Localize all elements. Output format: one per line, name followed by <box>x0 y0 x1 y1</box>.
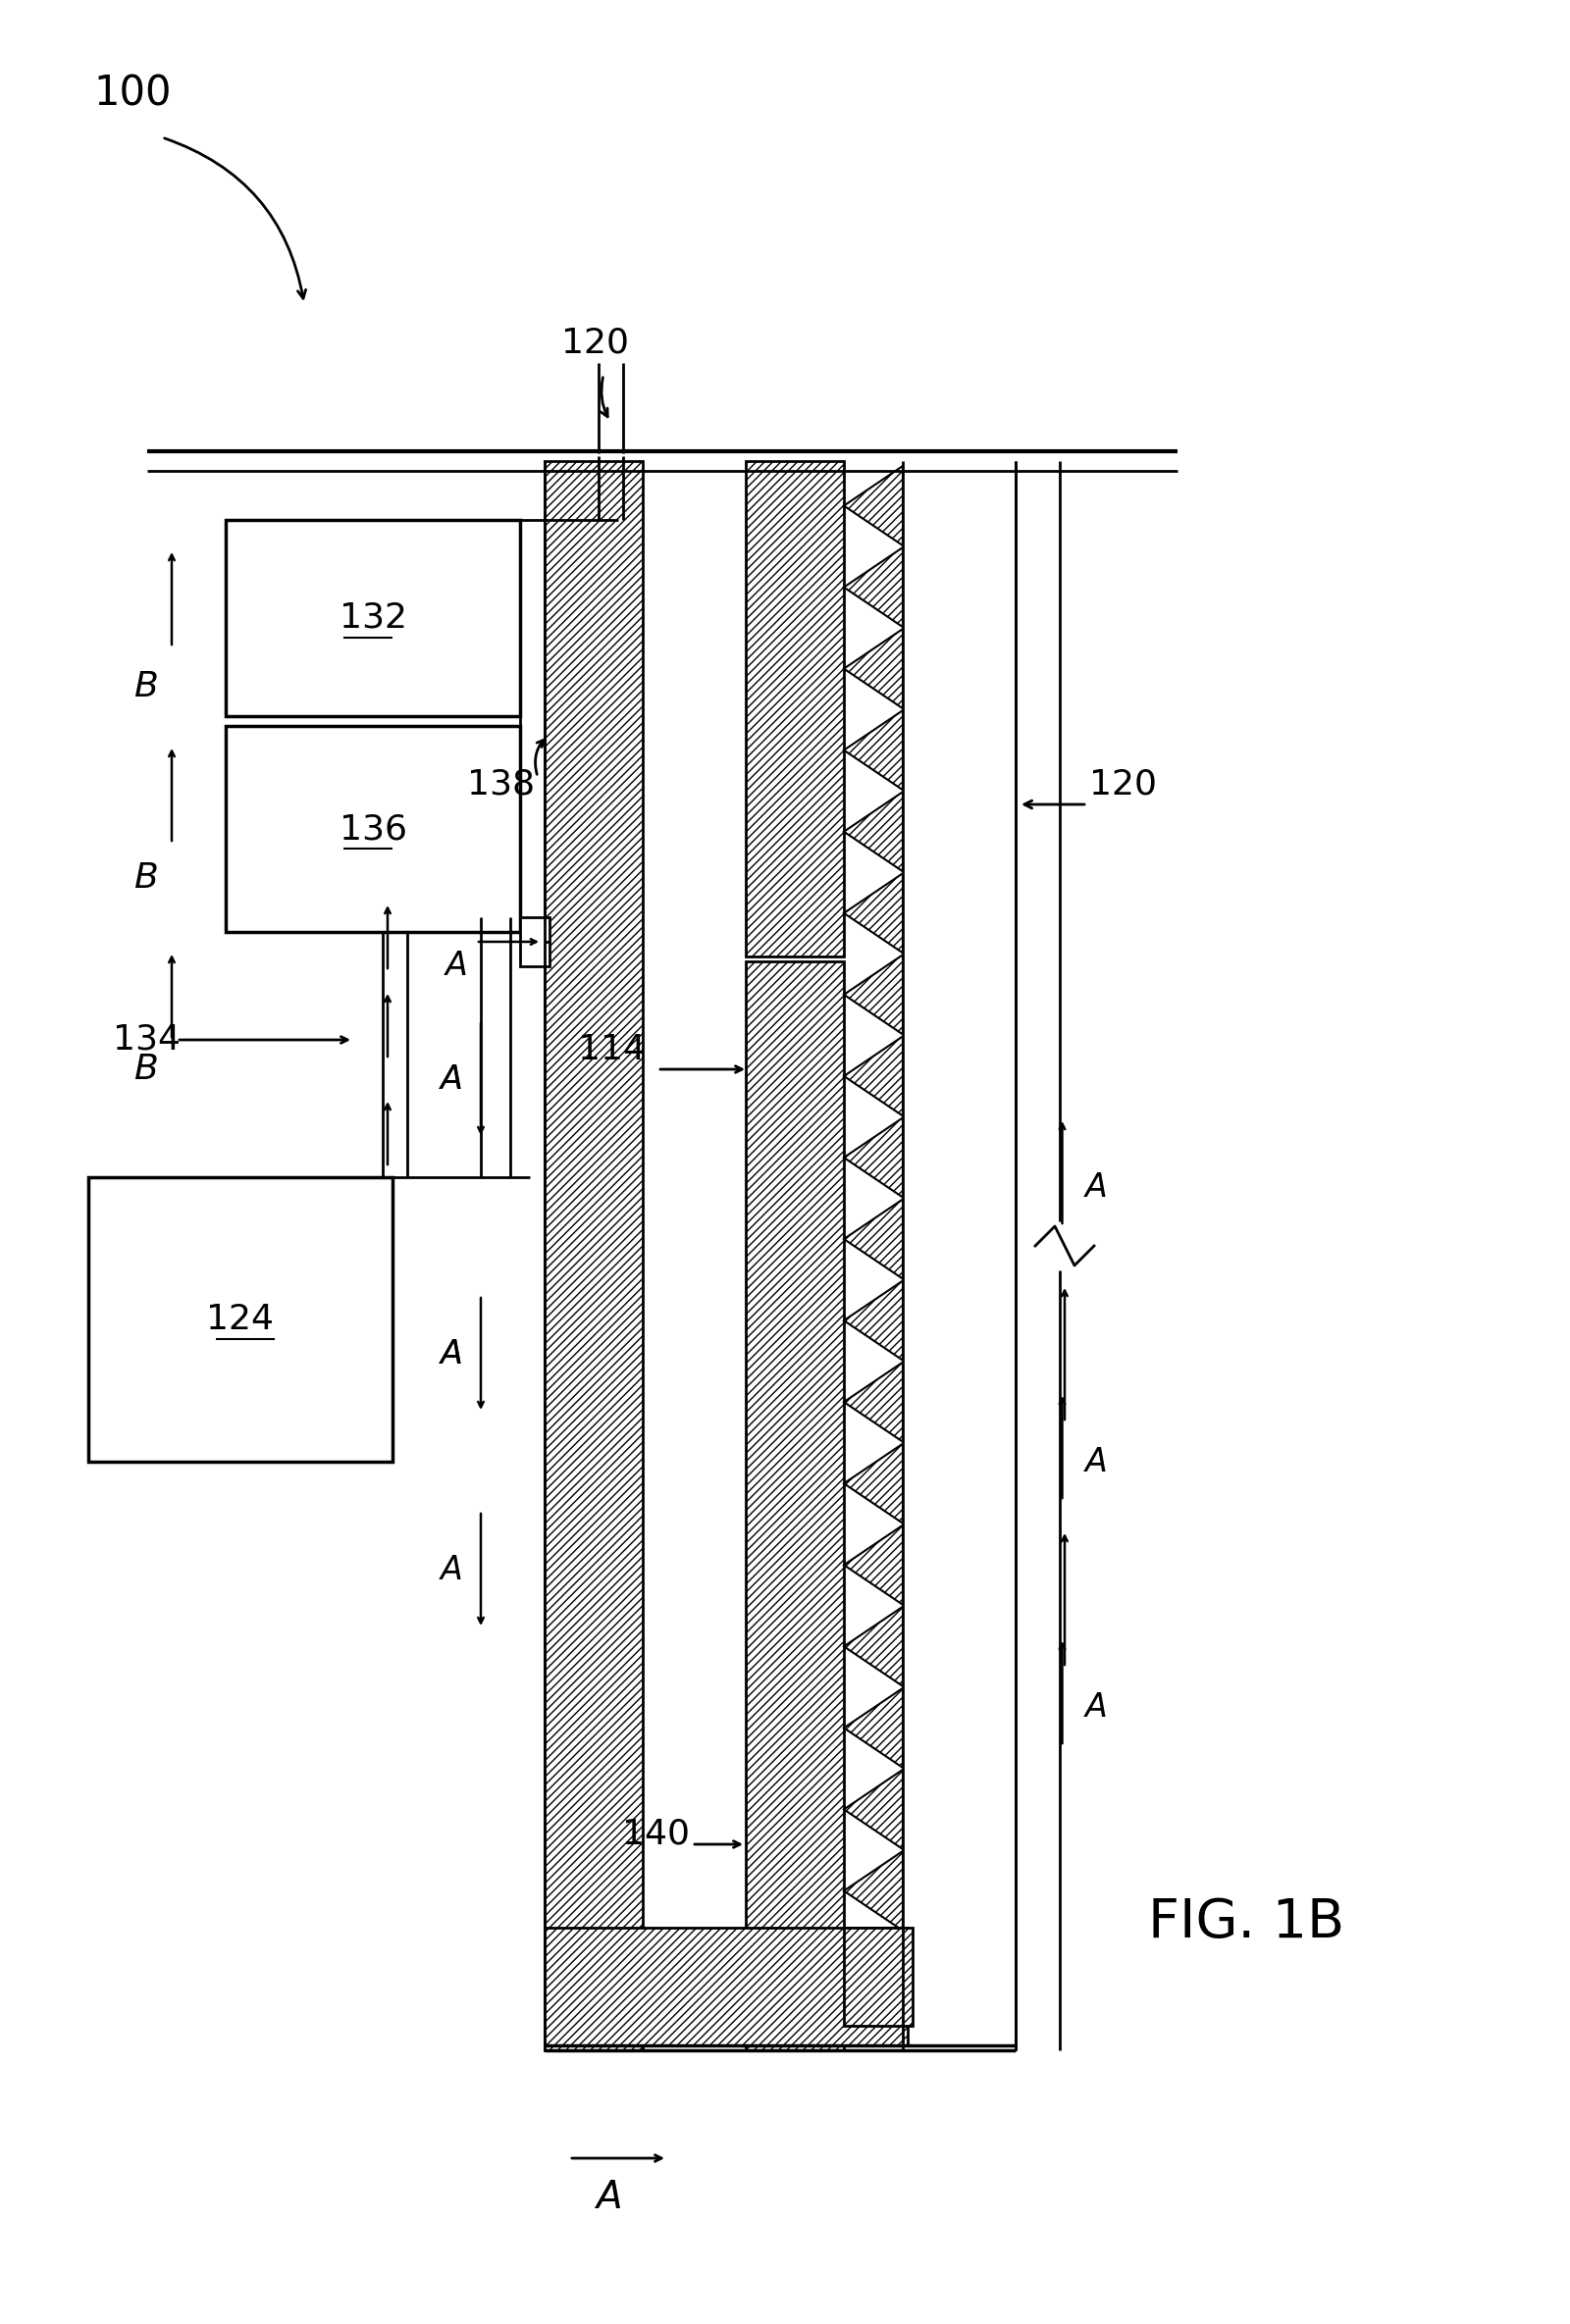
Text: A: A <box>440 1552 463 1585</box>
Bar <box>545 1927 907 2045</box>
Text: B: B <box>133 1053 157 1085</box>
Text: 114: 114 <box>578 1032 645 1067</box>
Text: A: A <box>440 1339 463 1369</box>
Polygon shape <box>845 1852 903 1931</box>
Text: 120: 120 <box>562 328 630 360</box>
Text: A: A <box>1085 1692 1108 1722</box>
Polygon shape <box>845 711 903 790</box>
Text: 136: 136 <box>339 813 407 846</box>
Bar <box>226 521 520 716</box>
Text: A: A <box>440 1062 463 1095</box>
Polygon shape <box>845 1118 903 1197</box>
Bar <box>845 1927 912 2027</box>
Polygon shape <box>845 630 903 709</box>
Text: A: A <box>595 2180 622 2217</box>
Text: B: B <box>133 862 157 895</box>
Bar <box>746 460 845 957</box>
Bar <box>545 460 642 2050</box>
Polygon shape <box>845 1281 903 1360</box>
Text: 124: 124 <box>207 1304 275 1336</box>
Bar <box>746 962 845 2050</box>
Text: A: A <box>444 951 468 983</box>
Polygon shape <box>845 955 903 1034</box>
Text: 140: 140 <box>622 1817 689 1852</box>
Polygon shape <box>845 874 903 953</box>
Bar <box>520 918 550 967</box>
Text: FIG. 1B: FIG. 1B <box>1148 1896 1344 1950</box>
Polygon shape <box>845 1769 903 1850</box>
Polygon shape <box>845 548 903 627</box>
Polygon shape <box>845 1362 903 1441</box>
Polygon shape <box>845 467 903 546</box>
Polygon shape <box>845 1037 903 1116</box>
Text: A: A <box>1085 1446 1108 1478</box>
Polygon shape <box>845 1525 903 1604</box>
Text: 132: 132 <box>339 602 407 634</box>
Polygon shape <box>845 792 903 872</box>
Polygon shape <box>845 1606 903 1687</box>
Text: 120: 120 <box>1090 769 1157 802</box>
Polygon shape <box>845 1199 903 1278</box>
Bar <box>226 725 520 932</box>
Text: A: A <box>440 1339 463 1369</box>
Text: 100: 100 <box>93 72 171 114</box>
Text: B: B <box>133 669 157 704</box>
Bar <box>88 1178 393 1462</box>
Text: A: A <box>440 1062 463 1095</box>
Text: 134: 134 <box>113 1023 181 1057</box>
Polygon shape <box>845 1687 903 1769</box>
Text: A: A <box>1085 1171 1108 1204</box>
Text: 138: 138 <box>466 769 535 802</box>
Polygon shape <box>845 1443 903 1522</box>
